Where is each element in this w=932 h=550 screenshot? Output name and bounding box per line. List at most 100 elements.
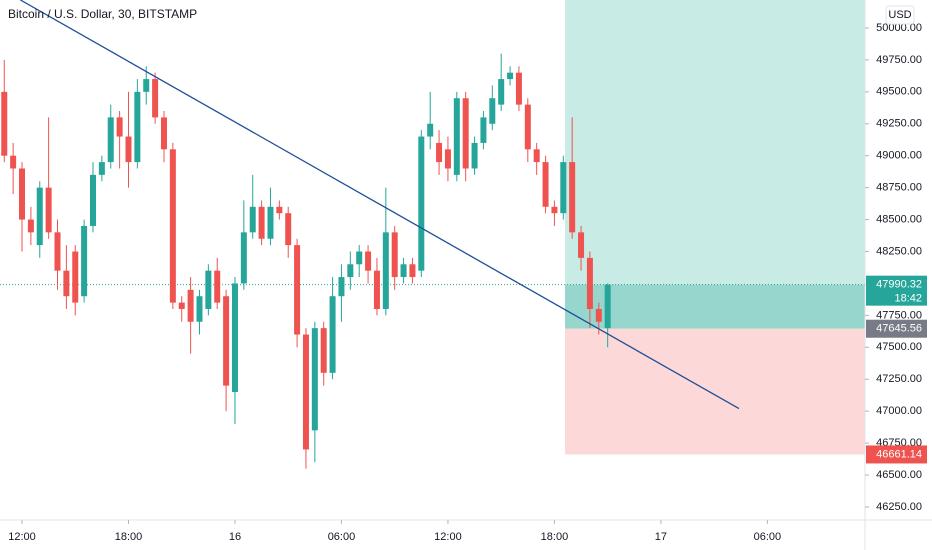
candle-body	[382, 232, 389, 309]
candle-body	[134, 91, 141, 163]
y-tick-label: 48250.00	[876, 245, 922, 257]
x-tick-label: 17	[655, 531, 667, 543]
candle-body	[231, 283, 238, 393]
candle-body	[54, 232, 61, 271]
candle-body	[356, 251, 363, 265]
target-zone	[565, 0, 865, 329]
candle-body	[302, 334, 309, 450]
x-tick-label: 16	[229, 531, 241, 543]
candle-body	[400, 264, 407, 278]
candle-body	[427, 123, 434, 137]
y-tick-label: 47250.00	[876, 373, 922, 385]
candle-body	[604, 284, 611, 329]
candle-body	[391, 232, 398, 278]
candle-body	[169, 149, 176, 303]
y-tick-label: 49750.00	[876, 54, 922, 66]
candle-body	[63, 270, 70, 297]
candle-body	[267, 206, 274, 239]
candle-body	[276, 206, 283, 214]
x-tick-label: 06:00	[328, 531, 356, 543]
candle-body	[551, 206, 558, 214]
candle-body	[569, 162, 576, 233]
candle-body	[471, 142, 478, 169]
last-price-box	[866, 275, 927, 306]
candle-body	[542, 162, 549, 207]
candle-body	[258, 206, 265, 239]
stop-label: 46661.14	[876, 448, 922, 460]
y-tick-label: 49000.00	[876, 150, 922, 162]
y-tick-label: 48500.00	[876, 213, 922, 225]
chart-title: Bitcoin / U.S. Dollar, 30, BITSTAMP	[8, 7, 197, 21]
entry-label: 47645.56	[876, 323, 922, 335]
candle-body	[187, 289, 194, 322]
y-tick-label: 46500.00	[876, 469, 922, 481]
candle-body	[507, 72, 514, 80]
candle-body	[373, 270, 380, 309]
candle-body	[409, 264, 416, 278]
candle-body	[72, 251, 79, 303]
y-tick-label: 49500.00	[876, 86, 922, 98]
candle-body	[453, 98, 460, 175]
trend-line	[19, 0, 740, 410]
candle-body	[45, 187, 52, 233]
candle-body	[418, 136, 425, 271]
candle-body	[81, 225, 88, 297]
candle-body	[311, 328, 318, 431]
currency-label: USD	[888, 9, 911, 21]
candle-body	[498, 79, 505, 105]
candle-body	[524, 104, 531, 150]
candle-body	[462, 98, 469, 169]
stop-zone	[565, 328, 865, 455]
y-tick-label: 46250.00	[876, 501, 922, 513]
candle-body	[560, 162, 567, 214]
candle-body	[116, 117, 123, 137]
currency-box	[885, 5, 915, 25]
candle-body	[160, 117, 167, 150]
candle-body	[214, 270, 221, 303]
candle-body	[365, 251, 372, 271]
x-tick-label: 06:00	[754, 531, 782, 543]
candle-body	[320, 328, 327, 373]
candle-body	[515, 72, 522, 105]
stop-label-box	[866, 445, 927, 464]
candle-body	[143, 79, 150, 92]
x-tick-label: 18:00	[115, 531, 143, 543]
candle-body	[436, 142, 443, 163]
candle-body	[578, 232, 585, 258]
candle-body	[36, 187, 43, 246]
candle-body	[27, 219, 34, 233]
candle-body	[347, 264, 354, 278]
candle-body	[595, 308, 602, 322]
candle-body	[338, 277, 345, 297]
candle-body	[223, 296, 230, 386]
candle-body	[1, 91, 8, 156]
candle-body	[125, 136, 132, 163]
candle-body	[586, 257, 593, 309]
candle-body	[329, 296, 336, 373]
y-tick-label: 47000.00	[876, 405, 922, 417]
candle-body	[444, 149, 451, 169]
countdown-label: 18:42	[894, 293, 922, 305]
y-tick-label: 49250.00	[876, 118, 922, 130]
candle-body	[489, 98, 496, 124]
candle-body	[89, 174, 96, 226]
candle-body	[533, 149, 540, 163]
y-tick-label: 47750.00	[876, 309, 922, 321]
candle-body	[285, 213, 292, 246]
x-tick-label: 18:00	[541, 531, 569, 543]
candle-body	[196, 296, 203, 322]
y-tick-label: 47500.00	[876, 341, 922, 353]
last-price-label: 47990.32	[876, 279, 922, 291]
y-tick-label: 50000.00	[876, 22, 922, 34]
candle-body	[152, 79, 159, 118]
entry-label-box	[866, 319, 927, 338]
candle-body	[294, 245, 301, 335]
candle-body	[19, 168, 26, 220]
candle-body	[240, 232, 247, 284]
candle-body	[205, 270, 212, 309]
y-tick-label: 48750.00	[876, 182, 922, 194]
x-tick-label: 12:00	[434, 531, 462, 543]
candle-body	[178, 302, 185, 309]
candle-body	[480, 117, 487, 143]
